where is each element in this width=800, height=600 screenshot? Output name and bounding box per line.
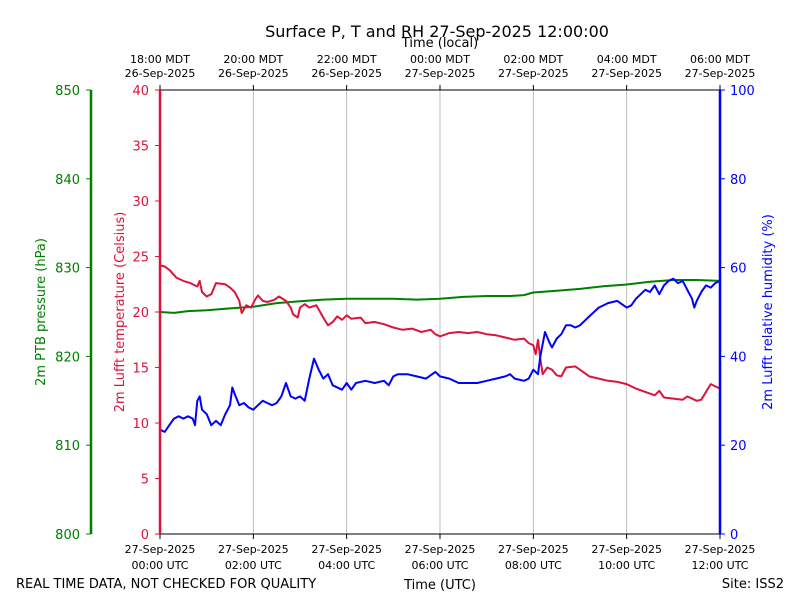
- top-tick-label-time: 20:00 MDT: [223, 53, 283, 66]
- quality-disclaimer: REAL TIME DATA, NOT CHECKED FOR QUALITY: [16, 577, 316, 592]
- temperature-tick-label: 20: [132, 306, 149, 321]
- top-tick-label-time: 04:00 MDT: [597, 53, 657, 66]
- bottom-tick-label-date: 27-Sep-2025: [591, 543, 662, 556]
- temperature-tick-label: 30: [132, 195, 149, 210]
- temperature-axis-label: 2m Lufft temperature (Celsius): [113, 212, 128, 413]
- humidity-tick-label: 80: [730, 173, 747, 188]
- series-line-pressure: [159, 279, 721, 314]
- top-tick-label-time: 18:00 MDT: [130, 53, 190, 66]
- site-label: Site: ISS2: [722, 577, 784, 592]
- bottom-tick-label-date: 27-Sep-2025: [498, 543, 569, 556]
- grid-lines: [252, 90, 628, 534]
- bottom-tick-label-date: 27-Sep-2025: [405, 543, 476, 556]
- temperature-tick-label: 15: [132, 362, 149, 377]
- pressure-tick-label: 840: [55, 173, 80, 188]
- humidity-tick-label: 20: [730, 439, 747, 454]
- top-tick-label-time: 22:00 MDT: [317, 53, 377, 66]
- top-axis-label: Time (local): [401, 36, 478, 51]
- bottom-tick-label-date: 27-Sep-2025: [218, 543, 289, 556]
- bottom-tick-label-time: 00:00 UTC: [131, 559, 188, 572]
- top-tick-label-date: 27-Sep-2025: [685, 67, 756, 80]
- temperature-tick-label: 25: [132, 251, 149, 266]
- chart-title: Surface P, T and RH 27-Sep-2025 12:00:00: [265, 22, 609, 41]
- top-tick-label-date: 27-Sep-2025: [405, 67, 476, 80]
- bottom-tick-label-time: 04:00 UTC: [318, 559, 375, 572]
- axes: 0 5 10 15 20 25 30 35 40 2m Lufft temperature (Ce…: [34, 53, 776, 572]
- pressure-tick-label: 830: [55, 262, 80, 277]
- top-tick-label-date: 26-Sep-2025: [218, 67, 289, 80]
- bottom-axis-label: Time (UTC): [403, 578, 476, 593]
- bottom-tick-label-date: 27-Sep-2025: [311, 543, 382, 556]
- pressure-tick-label: 810: [55, 439, 80, 454]
- humidity-axis-label: 2m Lufft relative humidity (%): [761, 214, 776, 410]
- humidity-tick-label: 100: [730, 84, 755, 99]
- bottom-tick-label-date: 27-Sep-2025: [685, 543, 756, 556]
- humidity-tick-label: 40: [730, 350, 747, 365]
- humidity-tick-label: 60: [730, 262, 747, 277]
- temperature-tick-label: 0: [141, 528, 149, 543]
- top-tick-label-time: 02:00 MDT: [503, 53, 563, 66]
- pressure-tick-label: 850: [55, 84, 80, 99]
- series-line-humidity: [159, 277, 721, 433]
- top-tick-label-date: 27-Sep-2025: [591, 67, 662, 80]
- pressure-tick-label: 820: [55, 350, 80, 365]
- bottom-tick-label-time: 10:00 UTC: [598, 559, 655, 572]
- bottom-tick-label-time: 06:00 UTC: [411, 559, 468, 572]
- top-tick-label-date: 26-Sep-2025: [125, 67, 196, 80]
- temperature-tick-label: 40: [132, 84, 149, 99]
- top-tick-label-time: 00:00 MDT: [410, 53, 470, 66]
- humidity-tick-label: 0: [730, 528, 738, 543]
- bottom-tick-label-time: 02:00 UTC: [225, 559, 282, 572]
- pressure-axis-label: 2m PTB pressure (hPa): [34, 238, 49, 386]
- bottom-tick-label-date: 27-Sep-2025: [125, 543, 196, 556]
- bottom-tick-label-time: 08:00 UTC: [505, 559, 562, 572]
- top-tick-label-date: 26-Sep-2025: [311, 67, 382, 80]
- top-tick-label-time: 06:00 MDT: [690, 53, 750, 66]
- temperature-tick-label: 5: [141, 473, 149, 488]
- top-tick-label-date: 27-Sep-2025: [498, 67, 569, 80]
- temperature-tick-label: 10: [132, 417, 149, 432]
- series-line-temperature: [159, 264, 721, 402]
- temperature-tick-label: 35: [132, 140, 149, 155]
- pressure-tick-label: 800: [55, 528, 80, 543]
- bottom-tick-label-time: 12:00 UTC: [691, 559, 748, 572]
- series-lines: [159, 264, 721, 433]
